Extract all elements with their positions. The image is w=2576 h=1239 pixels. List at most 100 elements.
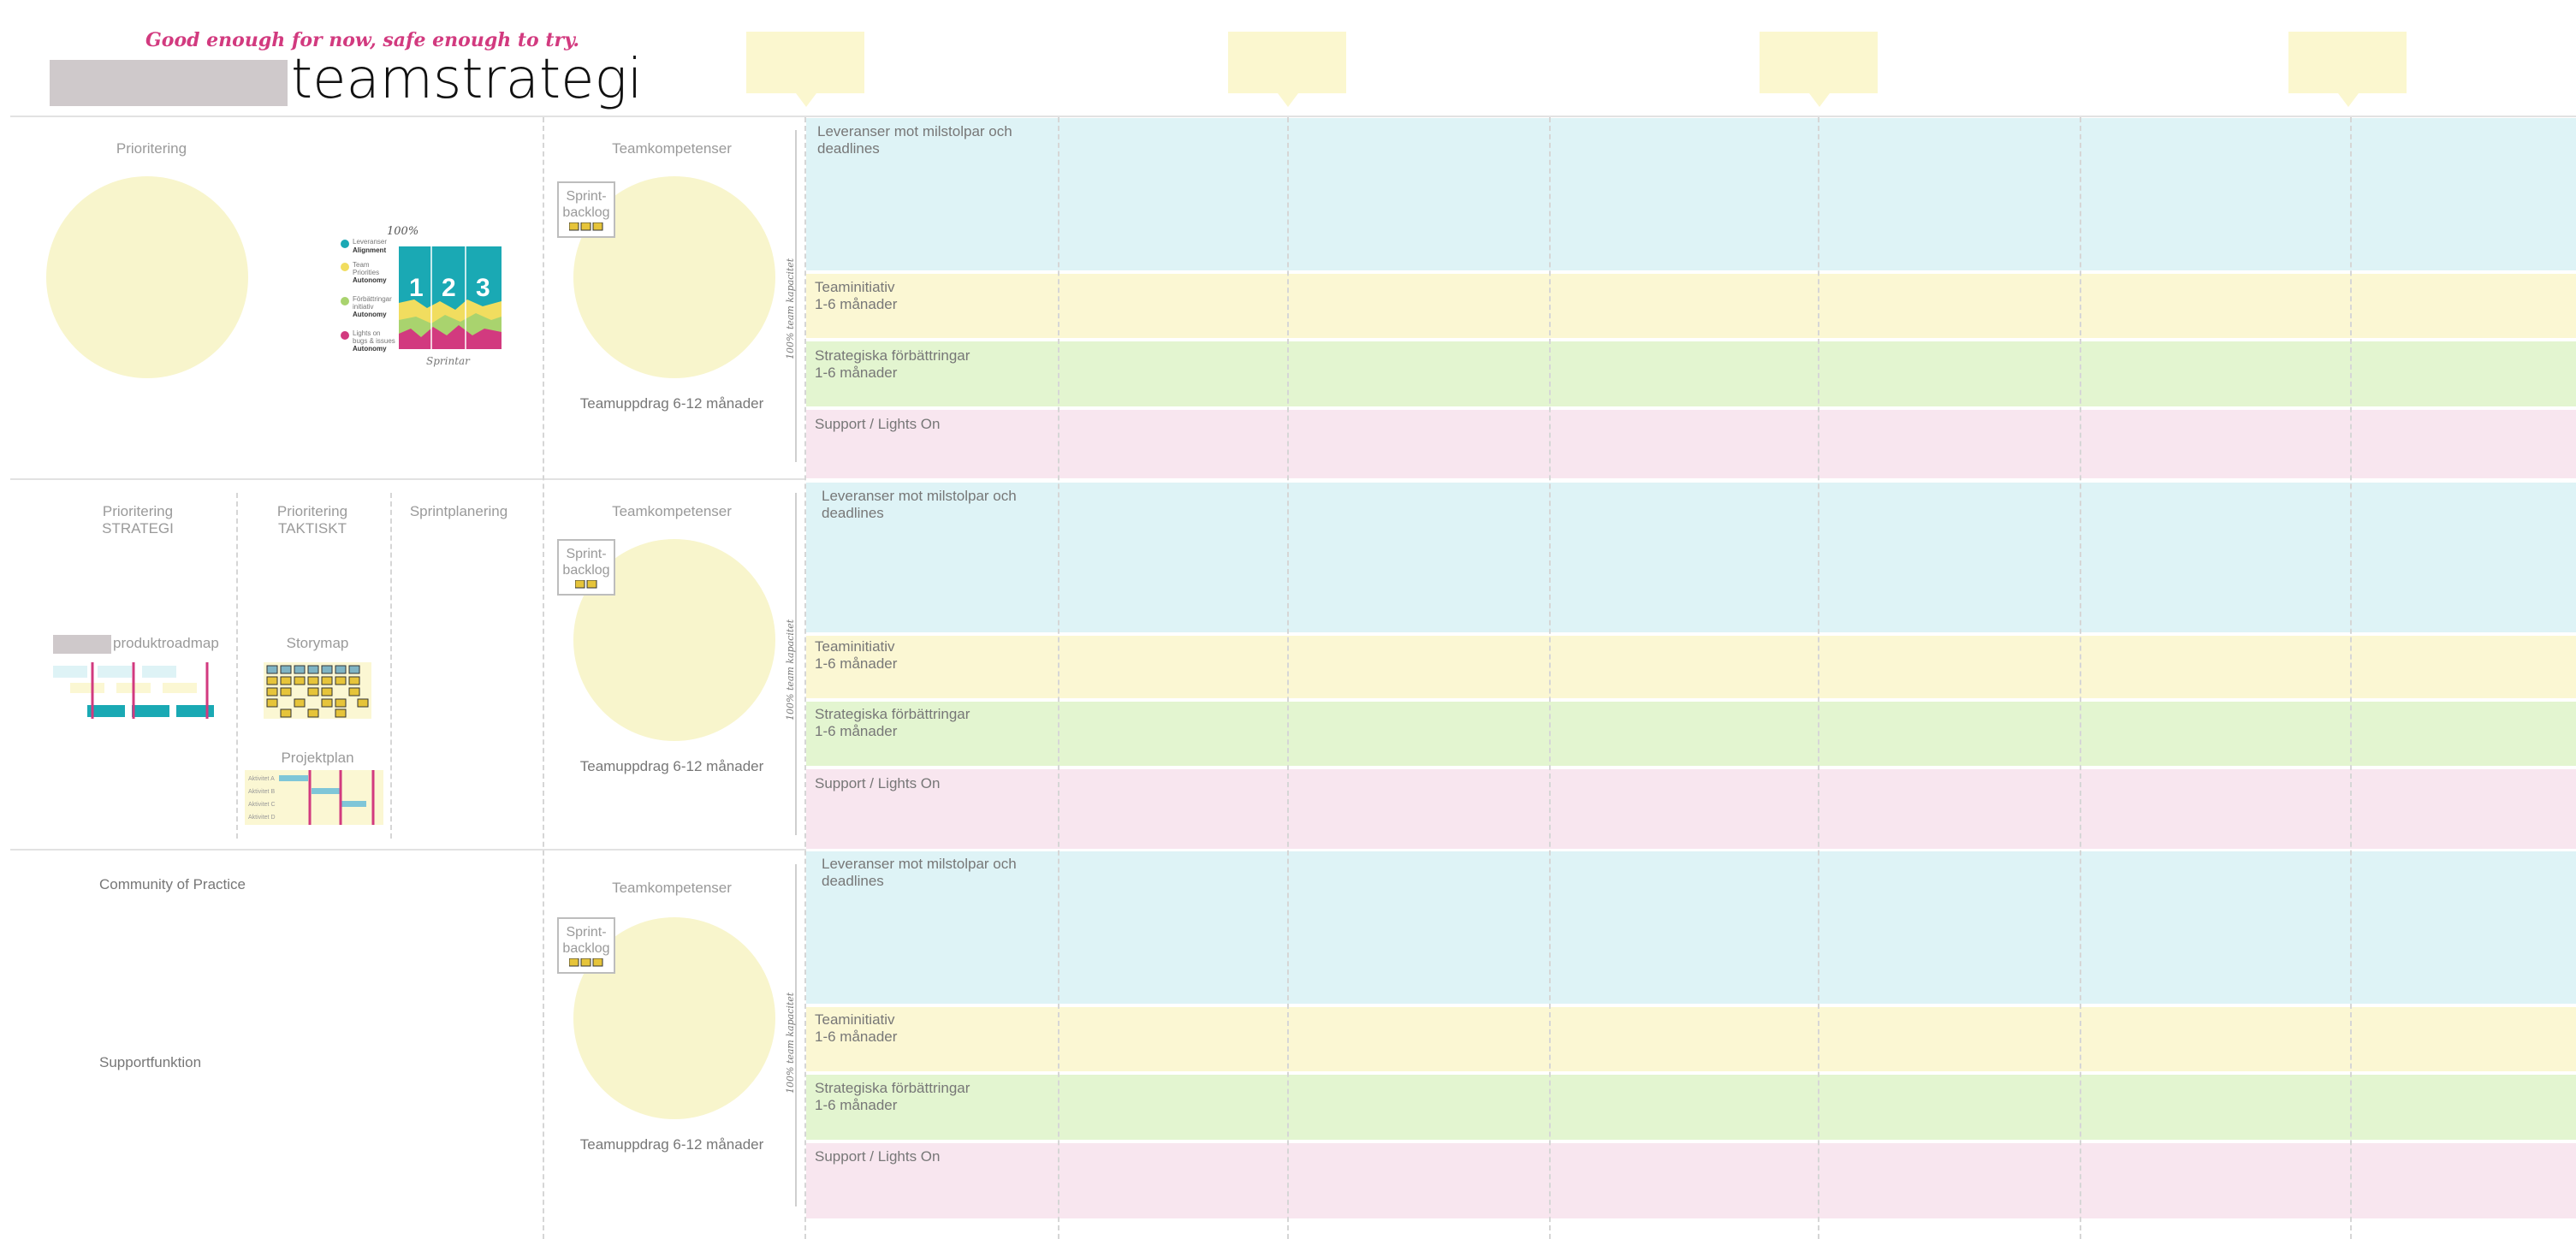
column-line-2 <box>1287 117 1289 1239</box>
sprint-chart-x-label: Sprintar <box>426 355 471 367</box>
sticky-note-4[interactable] <box>2288 32 2407 107</box>
sprint-number-3: 3 <box>476 274 490 302</box>
sprint-backlog-label-1: Sprint- backlog <box>562 189 610 220</box>
lane-label-support-3: Support / Lights On <box>815 1148 941 1165</box>
sticky-note-1[interactable] <box>746 32 864 107</box>
lane-label-improvements-3: Strategiska förbättringar 1-6 månader <box>815 1080 970 1113</box>
page-title: teamstrategi <box>291 48 643 111</box>
storymap-label: Storymap <box>286 635 349 651</box>
lane-deliveries-1 <box>806 118 2576 270</box>
community-of-practice-label: Community of Practice <box>99 876 246 892</box>
lane-deliveries-2 <box>806 483 2576 632</box>
projectplan-row-3: Aktivitet C <box>248 802 276 808</box>
lane-label-support-1: Support / Lights On <box>815 416 941 432</box>
team-assignment-label-3: Teamuppdrag 6-12 månader <box>579 1136 764 1153</box>
capacity-line-1 <box>795 130 797 462</box>
backlog-cards-3 <box>569 958 603 967</box>
sprint-chart-top-label: 100% <box>387 225 418 238</box>
sprint-backlog-label-3: Sprint- backlog <box>562 925 610 956</box>
tagline: Good enough for now, safe enough to try. <box>145 29 580 51</box>
roadmap-svg <box>53 662 214 719</box>
legend-dot-team <box>341 263 349 271</box>
section2-column-line-2 <box>390 493 392 839</box>
lane-initiatives-2 <box>806 636 2576 698</box>
projectplan-row-4: Aktivitet D <box>248 815 276 821</box>
sprint-backlog-label-2: Sprint- backlog <box>562 547 610 578</box>
product-roadmap-diagram <box>51 662 223 719</box>
product-roadmap-label: produktroadmap <box>113 635 219 651</box>
legend-deliveries-line2: Alignment <box>353 246 386 254</box>
backlog-cards-1 <box>569 222 603 231</box>
lane-initiatives-1 <box>806 274 2576 338</box>
sprint-number-1: 1 <box>409 274 424 302</box>
team-assignment-label-1: Teamuppdrag 6-12 månader <box>579 395 764 412</box>
team-competences-label-1: Teamkompetenser <box>612 140 732 157</box>
lane-label-deliveries-3: Leveranser mot milstolpar och deadlines <box>822 856 1017 889</box>
projectplan-row-2: Aktivitet B <box>248 789 275 795</box>
sprint-chart: 100% Leveranser Alignment Team Prioritie… <box>337 224 505 370</box>
lane-label-improvements-1: Strategiska förbättringar 1-6 månader <box>815 347 970 381</box>
sticky-note-2[interactable] <box>1228 32 1346 107</box>
projectplan-diagram: Aktivitet A Aktivitet B Aktivitet C Akti… <box>245 770 383 825</box>
legend-improvements-line2: initiativ <box>353 303 373 311</box>
team-assignment-label-2: Teamuppdrag 6-12 månader <box>579 758 764 774</box>
lane-initiatives-3 <box>806 1007 2576 1071</box>
lane-label-deliveries-2: Leveranser mot milstolpar och deadlines <box>822 488 1017 521</box>
lane-improvements-2 <box>806 702 2576 766</box>
projectplan-label: Projektplan <box>281 750 354 766</box>
divider-vertical <box>543 117 544 1239</box>
legend-team-line2: Priorities <box>353 269 379 276</box>
projectplan-row-1: Aktivitet A <box>248 776 275 782</box>
legend-dot-deliveries <box>341 240 349 248</box>
column-line-4 <box>1818 117 1819 1239</box>
lane-deliveries-3 <box>806 851 2576 1004</box>
capacity-label-3: 100% team kapacitet <box>785 992 796 1094</box>
capacity-line-2 <box>795 493 797 835</box>
sticky-note-3[interactable] <box>1760 32 1878 107</box>
legend-team-line3: Autonomy <box>353 276 387 284</box>
sprint-backlog-1[interactable]: Sprint- backlog <box>557 181 615 238</box>
column-line-1 <box>1058 117 1059 1239</box>
sprint-backlog-2[interactable]: Sprint- backlog <box>557 539 615 596</box>
storymap-svg <box>266 665 369 718</box>
column-line-6 <box>2350 117 2352 1239</box>
lane-label-improvements-2: Strategiska förbättringar 1-6 månader <box>815 706 970 739</box>
column-line-3 <box>1549 117 1551 1239</box>
lane-support-1 <box>806 410 2576 478</box>
capacity-line-3 <box>795 864 797 1206</box>
lane-label-initiatives-2: Teaminitiativ 1-6 månader <box>815 638 898 672</box>
lane-label-initiatives-3: Teaminitiativ 1-6 månader <box>815 1011 898 1045</box>
sprint-planning-label: Sprintplanering <box>409 503 508 519</box>
legend-team-line1: Team <box>353 261 370 269</box>
column-line-5 <box>2080 117 2081 1239</box>
storymap-diagram <box>264 662 371 719</box>
lane-support-2 <box>806 769 2576 849</box>
column-line-0 <box>804 117 806 1239</box>
lane-label-support-2: Support / Lights On <box>815 775 941 791</box>
tactical-prioritization-label: Prioritering TAKTISKT <box>276 503 348 537</box>
prioritization-label: Prioritering <box>116 140 187 157</box>
sprint-backlog-3[interactable]: Sprint- backlog <box>557 917 615 974</box>
legend-lightson-line2: bugs & issues <box>353 337 395 345</box>
section2-column-line-1 <box>236 493 238 839</box>
lane-improvements-3 <box>806 1075 2576 1140</box>
lane-label-initiatives-1: Teaminitiativ 1-6 månader <box>815 279 898 312</box>
strategic-prioritization-label: Prioritering STRATEGI <box>102 503 174 537</box>
sprint-number-2: 2 <box>442 274 456 302</box>
divider-2 <box>10 849 806 851</box>
projectplan-svg: Aktivitet A Aktivitet B Aktivitet C Akti… <box>248 770 375 825</box>
capacity-label-2: 100% team kapacitet <box>785 619 796 720</box>
capacity-label-1: 100% team kapacitet <box>785 258 796 359</box>
legend-improvements-line3: Autonomy <box>353 311 387 318</box>
backlog-cards-2 <box>575 580 597 589</box>
team-competences-label-2: Teamkompetenser <box>612 503 732 519</box>
sprint-chart-svg: 100% Leveranser Alignment Team Prioritie… <box>341 225 502 367</box>
lane-improvements-1 <box>806 341 2576 406</box>
legend-dot-lightson <box>341 331 349 340</box>
prioritization-circle[interactable] <box>46 176 248 378</box>
legend-deliveries-line1: Leveranser <box>353 238 387 246</box>
divider-1 <box>10 478 806 480</box>
lane-label-deliveries-1: Leveranser mot milstolpar och deadlines <box>817 123 1012 157</box>
team-competences-label-3: Teamkompetenser <box>612 880 732 896</box>
legend-improvements-line1: Förbättringar <box>353 295 392 303</box>
